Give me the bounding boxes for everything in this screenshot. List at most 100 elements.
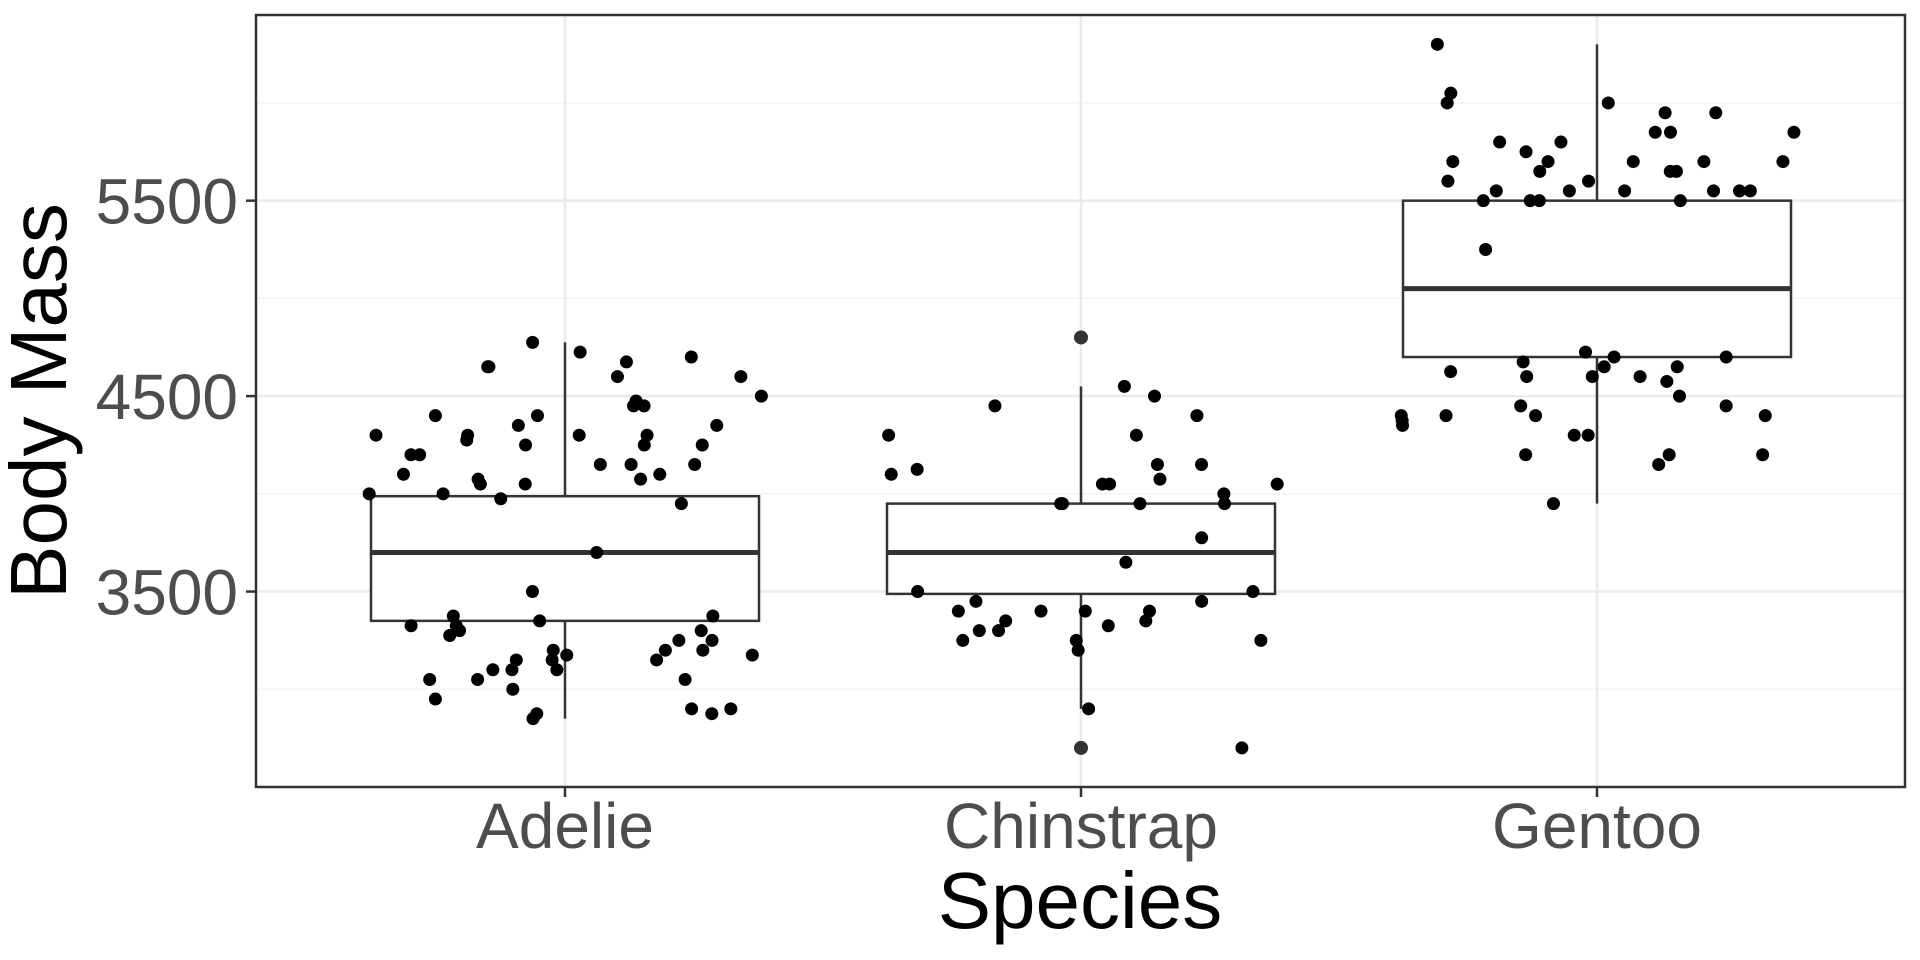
- data-point: [745, 648, 759, 662]
- data-point: [1195, 458, 1209, 472]
- data-point: [1626, 155, 1640, 169]
- data-point: [482, 360, 496, 374]
- data-point: [550, 663, 564, 677]
- data-point: [1673, 194, 1687, 208]
- data-point: [1697, 155, 1711, 169]
- data-point: [1601, 96, 1615, 110]
- data-point: [1582, 174, 1596, 188]
- data-point: [637, 399, 651, 413]
- data-point: [1554, 135, 1568, 149]
- x-tick-label: Adelie: [476, 790, 654, 862]
- data-point: [1520, 370, 1534, 384]
- data-point: [1430, 37, 1444, 51]
- data-point: [684, 350, 698, 364]
- data-point: [460, 433, 474, 447]
- data-point: [505, 663, 519, 677]
- data-point: [471, 673, 485, 687]
- data-point: [436, 487, 450, 501]
- data-point: [1479, 243, 1493, 257]
- data-point: [1743, 184, 1757, 198]
- data-point: [428, 692, 442, 706]
- data-point: [734, 370, 748, 384]
- data-point: [951, 604, 965, 618]
- data-point: [1519, 448, 1533, 462]
- data-point: [1562, 184, 1576, 198]
- data-point: [443, 629, 457, 643]
- data-point: [705, 707, 719, 721]
- data-point: [1119, 555, 1133, 569]
- data-point: [1446, 155, 1460, 169]
- data-point: [1633, 370, 1647, 384]
- data-point: [494, 492, 508, 506]
- data-point: [1719, 399, 1733, 413]
- data-point: [754, 389, 768, 403]
- data-point: [1756, 448, 1770, 462]
- data-point: [471, 472, 485, 486]
- data-point: [1246, 585, 1260, 599]
- data-point: [1218, 497, 1232, 511]
- data-point: [1514, 399, 1528, 413]
- data-point: [362, 487, 376, 501]
- data-point: [610, 370, 624, 384]
- data-point: [696, 643, 710, 657]
- data-point: [1652, 458, 1666, 472]
- data-point: [1597, 360, 1611, 374]
- data-point: [988, 399, 1002, 413]
- data-point: [1103, 477, 1117, 491]
- y-tick-label: 4500: [96, 361, 238, 433]
- data-point: [706, 609, 720, 623]
- data-point: [1648, 125, 1662, 139]
- data-point: [1658, 106, 1672, 120]
- data-point: [423, 673, 437, 687]
- box-layer: [369, 44, 1793, 755]
- data-point: [1444, 86, 1458, 100]
- outlier-point: [1074, 740, 1088, 755]
- data-point: [560, 648, 574, 662]
- data-point: [678, 673, 692, 687]
- data-point: [530, 707, 544, 721]
- data-point: [1441, 174, 1455, 188]
- data-point: [672, 633, 686, 647]
- data-point: [884, 467, 898, 481]
- data-point: [637, 438, 651, 452]
- data-point: [688, 458, 702, 472]
- data-point: [910, 462, 924, 476]
- outlier-point: [1074, 330, 1088, 345]
- data-point: [593, 458, 607, 472]
- data-point: [1444, 365, 1458, 379]
- box-iqr: [885, 502, 1277, 596]
- data-point: [1069, 633, 1083, 647]
- data-point: [1217, 487, 1231, 501]
- data-point: [509, 653, 523, 667]
- data-point: [1143, 604, 1157, 618]
- data-point: [446, 609, 460, 623]
- data-point: [1195, 594, 1209, 608]
- data-point: [1546, 497, 1560, 511]
- data-point: [1523, 194, 1537, 208]
- data-point: [428, 409, 442, 423]
- data-point: [710, 418, 724, 432]
- data-point: [404, 619, 418, 633]
- data-point: [545, 653, 559, 667]
- x-tick-label: Gentoo: [1492, 790, 1702, 862]
- data-point: [413, 448, 427, 462]
- x-tick-label: Chinstrap: [944, 790, 1218, 862]
- data-point: [1733, 184, 1747, 198]
- point-layer: [362, 37, 1801, 755]
- data-point: [1133, 497, 1147, 511]
- data-point: [1607, 350, 1621, 364]
- data-point: [1153, 472, 1167, 486]
- data-point: [1707, 184, 1721, 198]
- data-point: [1489, 184, 1503, 198]
- data-point: [1533, 164, 1547, 178]
- data-point: [640, 428, 654, 442]
- data-point: [1719, 350, 1733, 364]
- data-point: [1662, 448, 1676, 462]
- data-point: [1664, 125, 1678, 139]
- data-point: [1439, 409, 1453, 423]
- data-point: [724, 702, 738, 716]
- data-point: [634, 472, 648, 486]
- data-point: [1519, 145, 1533, 159]
- data-point: [1787, 125, 1801, 139]
